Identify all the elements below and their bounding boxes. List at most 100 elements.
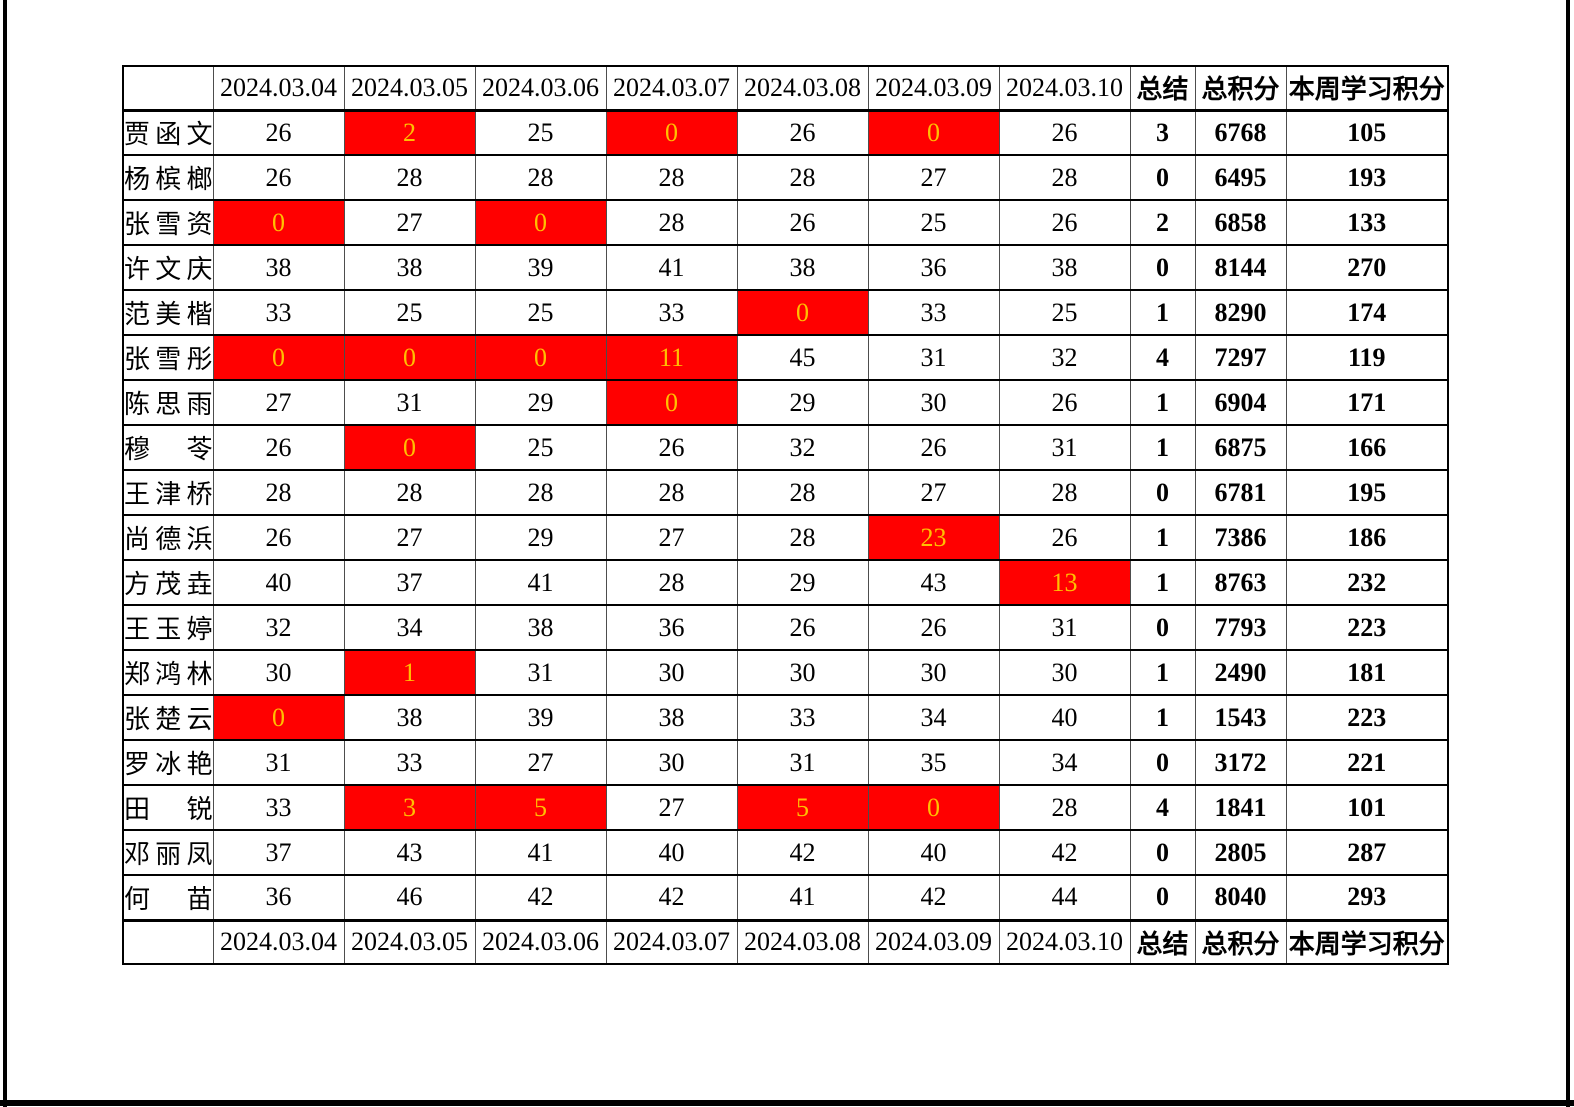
summary-count-cell[interactable]: 1 (1129, 649, 1196, 696)
day-score-cell[interactable]: 25 (867, 199, 1000, 246)
summary-count-cell[interactable]: 1 (1129, 379, 1196, 426)
header-summary-label[interactable]: 总结 (1129, 65, 1196, 112)
summary-count-cell[interactable]: 0 (1129, 874, 1196, 921)
day-score-cell[interactable]: 38 (343, 694, 476, 741)
day-score-cell[interactable]: 26 (212, 109, 345, 156)
day-score-cell[interactable]: 33 (343, 739, 476, 786)
day-score-cell[interactable]: 30 (605, 649, 738, 696)
day-score-cell[interactable]: 26 (998, 379, 1131, 426)
day-score-cell[interactable]: 38 (605, 694, 738, 741)
day-score-cell[interactable]: 34 (998, 739, 1131, 786)
header-total-label[interactable]: 总积分 (1194, 65, 1287, 112)
summary-count-cell[interactable]: 4 (1129, 784, 1196, 831)
summary-count-cell[interactable]: 3 (1129, 109, 1196, 156)
day-score-cell-highlighted[interactable]: 0 (736, 289, 869, 336)
day-score-cell-highlighted[interactable]: 0 (212, 199, 345, 246)
day-score-cell[interactable]: 31 (998, 424, 1131, 471)
footer-date-label[interactable]: 2024.03.08 (736, 918, 869, 965)
day-score-cell[interactable]: 31 (998, 604, 1131, 651)
week-points-cell[interactable]: 181 (1285, 649, 1449, 696)
header-week-label[interactable]: 本周学习积分 (1285, 65, 1449, 112)
day-score-cell-highlighted[interactable]: 11 (605, 334, 738, 381)
day-score-cell[interactable]: 41 (605, 244, 738, 291)
student-name-cell[interactable]: 罗冰艳 (122, 739, 214, 786)
day-score-cell[interactable]: 44 (998, 874, 1131, 921)
student-name-cell[interactable]: 许文庆 (122, 244, 214, 291)
summary-count-cell[interactable]: 0 (1129, 469, 1196, 516)
day-score-cell[interactable]: 27 (605, 514, 738, 561)
total-points-cell[interactable]: 2805 (1194, 829, 1287, 876)
summary-count-cell[interactable]: 1 (1129, 424, 1196, 471)
day-score-cell[interactable]: 27 (343, 199, 476, 246)
day-score-cell[interactable]: 26 (212, 514, 345, 561)
day-score-cell-highlighted[interactable]: 0 (605, 109, 738, 156)
footer-date-label[interactable]: 2024.03.06 (474, 918, 607, 965)
week-points-cell[interactable]: 186 (1285, 514, 1449, 561)
day-score-cell[interactable]: 37 (343, 559, 476, 606)
summary-count-cell[interactable]: 1 (1129, 289, 1196, 336)
day-score-cell[interactable]: 28 (343, 469, 476, 516)
total-points-cell[interactable]: 8763 (1194, 559, 1287, 606)
day-score-cell[interactable]: 38 (998, 244, 1131, 291)
day-score-cell[interactable]: 40 (998, 694, 1131, 741)
day-score-cell-highlighted[interactable]: 0 (212, 334, 345, 381)
day-score-cell[interactable]: 41 (474, 559, 607, 606)
day-score-cell[interactable]: 33 (212, 289, 345, 336)
summary-count-cell[interactable]: 1 (1129, 694, 1196, 741)
day-score-cell[interactable]: 26 (736, 199, 869, 246)
day-score-cell[interactable]: 25 (343, 289, 476, 336)
footer-corner-cell[interactable] (122, 918, 214, 965)
student-name-cell[interactable]: 王津桥 (122, 469, 214, 516)
day-score-cell[interactable]: 31 (867, 334, 1000, 381)
day-score-cell[interactable]: 26 (867, 604, 1000, 651)
day-score-cell[interactable]: 36 (605, 604, 738, 651)
total-points-cell[interactable]: 2490 (1194, 649, 1287, 696)
day-score-cell[interactable]: 26 (212, 154, 345, 201)
day-score-cell[interactable]: 29 (474, 514, 607, 561)
day-score-cell[interactable]: 32 (736, 424, 869, 471)
week-points-cell[interactable]: 195 (1285, 469, 1449, 516)
day-score-cell[interactable]: 30 (212, 649, 345, 696)
day-score-cell[interactable]: 26 (867, 424, 1000, 471)
day-score-cell[interactable]: 36 (212, 874, 345, 921)
total-points-cell[interactable]: 6768 (1194, 109, 1287, 156)
day-score-cell-highlighted[interactable]: 5 (736, 784, 869, 831)
day-score-cell[interactable]: 45 (736, 334, 869, 381)
day-score-cell[interactable]: 25 (474, 289, 607, 336)
week-points-cell[interactable]: 270 (1285, 244, 1449, 291)
total-points-cell[interactable]: 6495 (1194, 154, 1287, 201)
total-points-cell[interactable]: 1543 (1194, 694, 1287, 741)
day-score-cell[interactable]: 27 (212, 379, 345, 426)
day-score-cell[interactable]: 28 (736, 154, 869, 201)
total-points-cell[interactable]: 8144 (1194, 244, 1287, 291)
day-score-cell[interactable]: 38 (736, 244, 869, 291)
day-score-cell[interactable]: 31 (212, 739, 345, 786)
week-points-cell[interactable]: 166 (1285, 424, 1449, 471)
student-name-cell[interactable]: 范美楷 (122, 289, 214, 336)
day-score-cell[interactable]: 42 (736, 829, 869, 876)
day-score-cell[interactable]: 37 (212, 829, 345, 876)
day-score-cell[interactable]: 33 (736, 694, 869, 741)
header-date-label[interactable]: 2024.03.09 (867, 65, 1000, 112)
header-date-label[interactable]: 2024.03.07 (605, 65, 738, 112)
summary-count-cell[interactable]: 0 (1129, 244, 1196, 291)
day-score-cell[interactable]: 39 (474, 694, 607, 741)
day-score-cell[interactable]: 40 (867, 829, 1000, 876)
day-score-cell[interactable]: 26 (998, 514, 1131, 561)
student-name-cell[interactable]: 陈思雨 (122, 379, 214, 426)
day-score-cell[interactable]: 30 (998, 649, 1131, 696)
student-name-cell[interactable]: 杨槟榔 (122, 154, 214, 201)
footer-date-label[interactable]: 2024.03.07 (605, 918, 738, 965)
day-score-cell[interactable]: 32 (998, 334, 1131, 381)
day-score-cell-highlighted[interactable]: 0 (212, 694, 345, 741)
student-name-cell[interactable]: 贾函文 (122, 109, 214, 156)
day-score-cell[interactable]: 28 (343, 154, 476, 201)
total-points-cell[interactable]: 8290 (1194, 289, 1287, 336)
day-score-cell[interactable]: 30 (736, 649, 869, 696)
student-name-cell[interactable]: 张雪资 (122, 199, 214, 246)
day-score-cell-highlighted[interactable]: 1 (343, 649, 476, 696)
day-score-cell[interactable]: 26 (212, 424, 345, 471)
day-score-cell[interactable]: 38 (212, 244, 345, 291)
day-score-cell[interactable]: 26 (605, 424, 738, 471)
day-score-cell[interactable]: 43 (343, 829, 476, 876)
